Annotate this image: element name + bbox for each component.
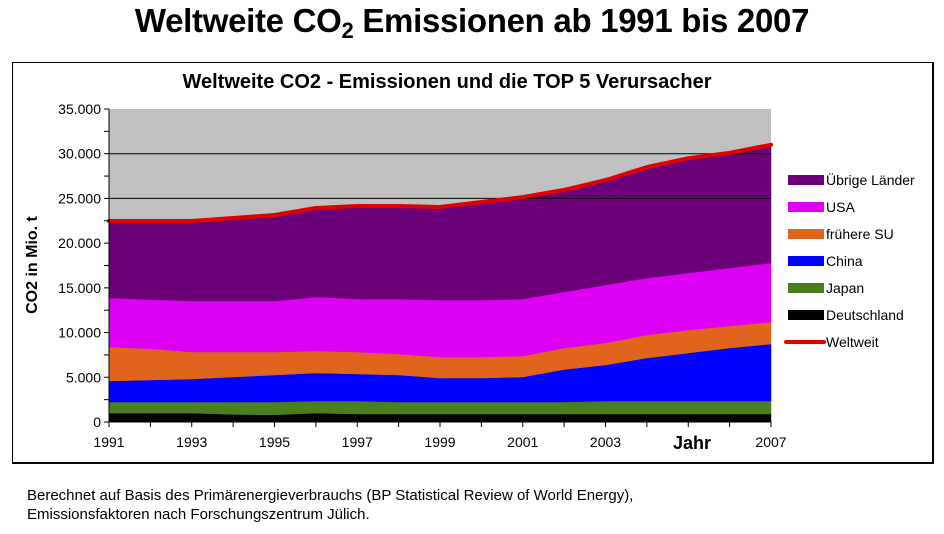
legend-swatch xyxy=(788,202,824,212)
legend-swatch xyxy=(788,256,824,266)
legend-label: Übrige Länder xyxy=(826,171,915,188)
y-tick-label: 20.000 xyxy=(58,235,101,251)
y-tick-label: 0 xyxy=(93,414,101,430)
page-title: Weltweite CO2 Emissionen ab 1991 bis 200… xyxy=(0,2,944,43)
legend-swatch xyxy=(788,310,824,320)
legend-label: Weltweit xyxy=(826,334,879,350)
page-title-part: Emissionen ab 1991 bis 2007 xyxy=(353,2,810,39)
footnote-line: Berechnet auf Basis des Primärenergiever… xyxy=(27,487,634,504)
chart-title: Weltweite CO2 - Emissionen und die TOP 5… xyxy=(182,71,711,93)
legend-label: Deutschland xyxy=(826,307,904,323)
x-tick-label: 2007 xyxy=(755,434,786,450)
legend-item: China xyxy=(788,253,863,269)
legend-item: Japan xyxy=(788,280,864,296)
x-tick-label: 1995 xyxy=(259,434,290,450)
line-series-weltweit xyxy=(107,142,773,223)
area-series-japan xyxy=(108,400,772,416)
x-tick-label: 2003 xyxy=(590,434,621,450)
y-tick-label: 25.000 xyxy=(58,190,101,206)
x-axis-title: Jahr xyxy=(673,433,711,453)
y-tick-label: 15.000 xyxy=(58,280,101,296)
legend-item: frühere SU xyxy=(788,226,894,242)
legend-swatch xyxy=(788,175,824,185)
legend-swatch xyxy=(788,229,824,239)
y-tick-label: 5.000 xyxy=(66,369,101,385)
x-tick-label: 1997 xyxy=(342,434,373,450)
y-tick-label: 10.000 xyxy=(58,325,101,341)
page-title-subscript: 2 xyxy=(341,18,354,43)
legend-label: USA xyxy=(826,199,855,215)
legend-swatch xyxy=(788,283,824,293)
area-series-deutschland xyxy=(108,412,772,423)
x-tick-label: 1993 xyxy=(176,434,207,450)
footnote: Berechnet auf Basis des Primärenergiever… xyxy=(27,486,633,524)
footnote-line: Emissionsfaktoren nach Forschungszentrum… xyxy=(27,506,370,523)
x-tick-label: 1991 xyxy=(93,434,124,450)
x-tick-label: 1999 xyxy=(424,434,455,450)
legend-item: Deutschland xyxy=(788,307,904,323)
legend-label: Japan xyxy=(826,280,864,296)
legend-label: frühere SU xyxy=(826,226,894,242)
legend-item: Weltweit xyxy=(784,334,879,350)
y-axis-title: CO2 in Mio. t xyxy=(24,215,41,313)
x-tick-label: 2001 xyxy=(507,434,538,450)
page-title-part: Weltweite CO xyxy=(134,2,342,39)
legend-item: Übrige Länder xyxy=(788,171,915,188)
legend-label: China xyxy=(826,253,863,269)
y-tick-label: 35.000 xyxy=(58,101,101,117)
y-tick-label: 30.000 xyxy=(58,146,101,162)
legend-item: USA xyxy=(788,199,855,215)
